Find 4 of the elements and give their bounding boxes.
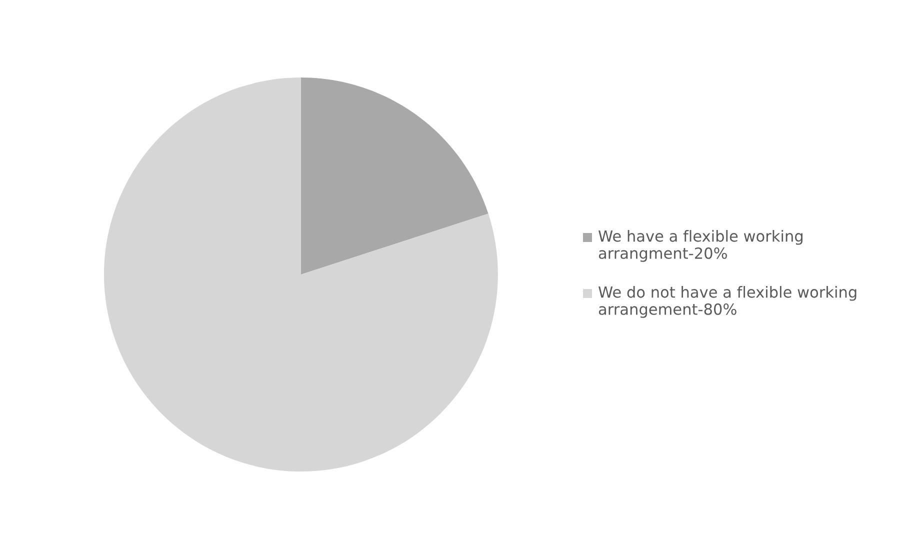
pie-slice	[104, 78, 498, 472]
legend-label: We do not have a flexible working arrangement-80%	[598, 286, 856, 318]
legend-label: We have a flexible working arrangment-20%	[598, 230, 802, 262]
pie-slice	[300, 78, 488, 274]
